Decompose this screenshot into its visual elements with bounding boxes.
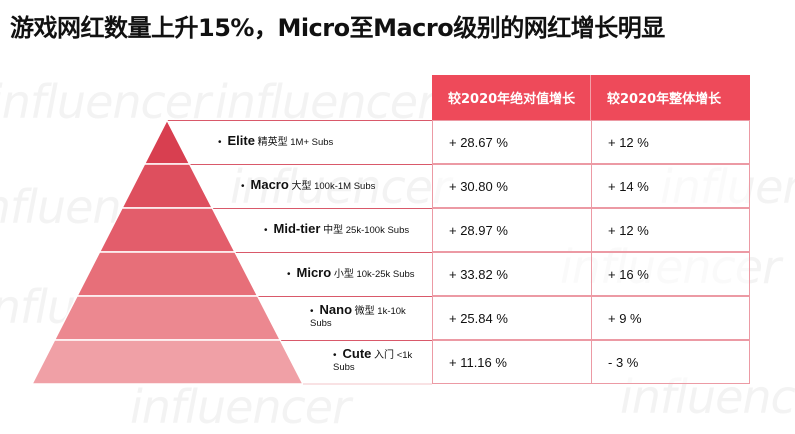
tier-range: 1k-10k — [377, 306, 406, 317]
abs-growth-cell: + 30.80 % — [432, 164, 592, 208]
tier-cn-name: 大型 — [291, 181, 312, 192]
overall-growth-cell: + 16 % — [591, 252, 750, 296]
bullet-icon: • — [218, 137, 222, 148]
tier-name: Mid-tier — [273, 221, 321, 236]
tier-range-suffix: Subs — [310, 318, 332, 329]
bullet-icon: • — [287, 269, 291, 280]
pyramid-layer-elite — [143, 118, 191, 165]
overall-growth-cell: - 3 % — [591, 340, 750, 384]
tier-name: Cute — [342, 346, 372, 361]
pyramid-layer-mid-tier — [98, 207, 237, 253]
overall-growth-cell: + 9 % — [591, 296, 750, 340]
tier-name: Nano — [319, 302, 353, 317]
abs-growth-cell: + 11.16 % — [432, 340, 592, 384]
tier-cn-name: 精英型 — [257, 137, 288, 148]
overall-growth-cell: + 12 % — [591, 208, 750, 252]
tier-range-suffix: Subs — [333, 362, 355, 373]
tier-label-cute: • Cute 入门 <1k Subs — [333, 346, 413, 374]
pyramid-layer-nano — [53, 295, 282, 341]
tier-range: 100k-1M Subs — [314, 181, 376, 192]
tier-cn-name: 中型 — [323, 225, 344, 236]
bullet-icon: • — [310, 306, 314, 317]
tier-range: <1k — [396, 350, 413, 361]
tier-label-macro: • Macro 大型 100k-1M Subs — [241, 177, 376, 193]
header-overall-growth: 较2020年整体增长 — [591, 75, 750, 120]
bullet-icon: • — [333, 350, 337, 361]
tier-cn-name: 入门 — [374, 350, 395, 361]
header-abs-growth: 较2020年绝对值增长 — [432, 75, 591, 120]
influencer-tier-pyramid — [30, 118, 432, 385]
page-title: 游戏网红数量上升15%，Micro至Macro级别的网红增长明显 — [10, 14, 665, 42]
tier-label-elite: • Elite 精英型 1M+ Subs — [218, 133, 334, 149]
tier-label-nano: • Nano 微型 1k-10k Subs — [310, 302, 406, 330]
tier-cn-name: 小型 — [333, 269, 354, 280]
abs-growth-cell: + 28.97 % — [432, 208, 592, 252]
bullet-icon: • — [241, 181, 245, 192]
tier-cn-name: 微型 — [354, 306, 375, 317]
tier-label-micro: • Micro 小型 10k-25k Subs — [287, 265, 415, 281]
tier-range: 25k-100k Subs — [345, 225, 410, 236]
pyramid-layer-micro — [75, 251, 259, 297]
tier-label-mid-tier: • Mid-tier 中型 25k-100k Subs — [264, 221, 410, 237]
bullet-icon: • — [264, 225, 268, 236]
overall-growth-cell: + 14 % — [591, 164, 750, 208]
tier-name: Macro — [250, 177, 289, 192]
pyramid-layer-macro — [120, 163, 214, 209]
overall-growth-cell: + 12 % — [591, 120, 750, 164]
pyramid-layer-cute — [30, 339, 305, 385]
abs-growth-cell: + 25.84 % — [432, 296, 592, 340]
abs-growth-cell: + 28.67 % — [432, 120, 592, 164]
abs-growth-cell: + 33.82 % — [432, 252, 592, 296]
tier-range: 1M+ Subs — [290, 137, 334, 148]
tier-name: Micro — [296, 265, 332, 280]
tier-name: Elite — [227, 133, 255, 148]
tier-range: 10k-25k Subs — [356, 269, 415, 280]
